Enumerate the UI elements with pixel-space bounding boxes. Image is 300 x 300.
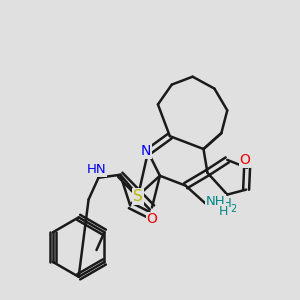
Text: S: S <box>133 189 143 204</box>
Text: NH: NH <box>206 195 225 208</box>
Text: N: N <box>141 144 151 158</box>
Text: O: O <box>240 153 250 167</box>
Text: 2: 2 <box>230 204 236 214</box>
Text: HN: HN <box>87 163 106 176</box>
Text: O: O <box>146 212 158 226</box>
Text: H: H <box>219 205 228 218</box>
Text: NH: NH <box>213 197 232 210</box>
